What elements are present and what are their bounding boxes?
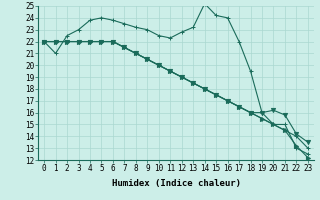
X-axis label: Humidex (Indice chaleur): Humidex (Indice chaleur) [111, 179, 241, 188]
